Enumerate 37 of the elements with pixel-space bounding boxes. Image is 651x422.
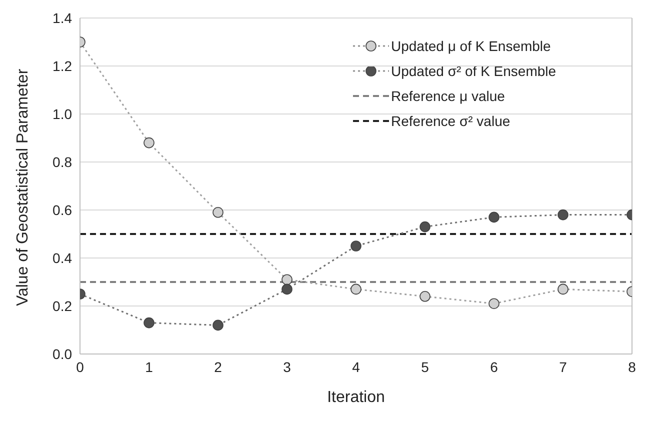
point [282, 274, 292, 285]
y-tick-label: 1.0 [52, 106, 72, 122]
y-tick-label: 1.4 [52, 10, 72, 26]
x-tick-label: 7 [559, 358, 568, 375]
legend-label: Reference μ value [391, 88, 505, 104]
x-tick-label: 4 [352, 358, 360, 375]
x-tick-label: 2 [214, 358, 222, 375]
y-axis-title: Value of Geostatistical Parameter [14, 68, 32, 306]
point [212, 207, 224, 218]
point [212, 320, 224, 331]
point [144, 317, 154, 328]
x-axis-title: Iteration [327, 389, 385, 406]
x-tick-label: 3 [283, 358, 292, 375]
y-tick-label: 0.0 [52, 346, 72, 362]
x-tick-label: 6 [490, 358, 498, 375]
legend-label: Updated σ² of K Ensemble [391, 62, 556, 78]
x-tick-label: 1 [145, 358, 154, 375]
point [420, 221, 430, 232]
point [350, 284, 362, 295]
point [488, 212, 500, 223]
point [420, 291, 430, 302]
y-tick-label: 0.2 [52, 298, 72, 314]
point [558, 209, 568, 220]
y-tick-label: 0.6 [52, 202, 72, 218]
point [144, 137, 154, 148]
x-tick-label: 5 [421, 358, 430, 375]
y-tick-label: 0.8 [52, 154, 72, 170]
point [350, 240, 362, 252]
y-tick-label: 0.4 [52, 250, 72, 266]
y-tick-label: 1.2 [52, 58, 72, 74]
legend-label: Updated μ of K Ensemble [391, 38, 551, 54]
x-tick-label: 0 [76, 358, 84, 375]
x-tick-label: 8 [628, 358, 636, 375]
point [558, 284, 568, 295]
point [282, 284, 292, 295]
legend-label: Reference σ² value [391, 112, 510, 128]
point [488, 298, 500, 309]
